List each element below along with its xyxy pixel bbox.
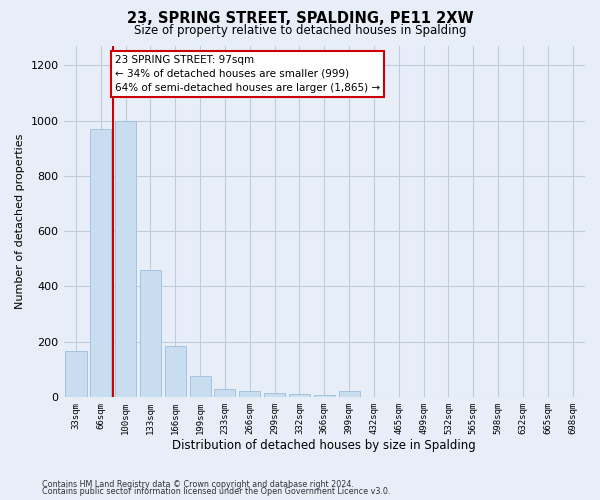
Bar	[314, 396, 335, 397]
Y-axis label: Number of detached properties: Number of detached properties	[15, 134, 25, 309]
Bar	[90, 129, 112, 397]
Bar	[289, 394, 310, 397]
Bar	[65, 352, 86, 397]
Text: Contains public sector information licensed under the Open Government Licence v3: Contains public sector information licen…	[42, 488, 391, 496]
Text: Contains HM Land Registry data © Crown copyright and database right 2024.: Contains HM Land Registry data © Crown c…	[42, 480, 354, 489]
Bar	[338, 392, 359, 397]
Bar	[264, 393, 285, 397]
Bar	[140, 270, 161, 397]
Bar	[165, 346, 186, 397]
Bar	[115, 120, 136, 397]
X-axis label: Distribution of detached houses by size in Spalding: Distribution of detached houses by size …	[172, 440, 476, 452]
Bar	[214, 389, 235, 397]
Bar	[190, 376, 211, 397]
Text: 23 SPRING STREET: 97sqm
← 34% of detached houses are smaller (999)
64% of semi-d: 23 SPRING STREET: 97sqm ← 34% of detache…	[115, 55, 380, 93]
Text: 23, SPRING STREET, SPALDING, PE11 2XW: 23, SPRING STREET, SPALDING, PE11 2XW	[127, 11, 473, 26]
Bar	[239, 392, 260, 397]
Text: Size of property relative to detached houses in Spalding: Size of property relative to detached ho…	[134, 24, 466, 37]
